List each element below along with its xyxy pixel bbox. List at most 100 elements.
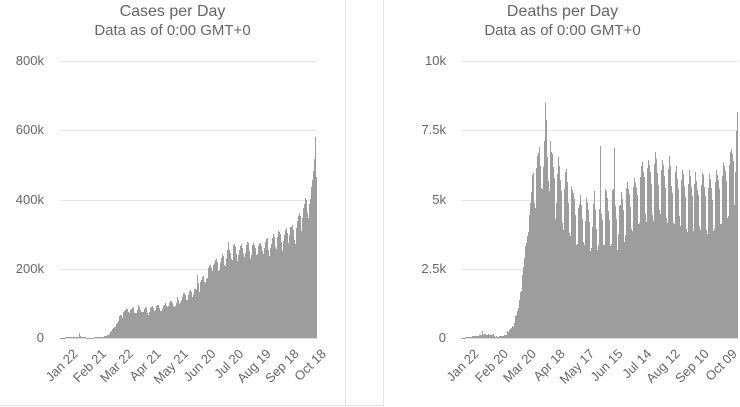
- bar: [96, 337, 98, 338]
- bar: [129, 310, 131, 338]
- bar: [630, 206, 631, 338]
- bar: [247, 242, 248, 338]
- bar: [614, 147, 616, 338]
- bar: [597, 245, 599, 338]
- bar: [620, 205, 621, 338]
- bar: [73, 336, 75, 338]
- cases-plot-area[interactable]: [60, 61, 317, 339]
- bar: [189, 291, 191, 338]
- gridline: [461, 61, 738, 62]
- bar: [674, 171, 676, 338]
- bar: [118, 316, 120, 338]
- bar: [94, 337, 96, 338]
- bar: [168, 305, 169, 338]
- bar: [563, 189, 565, 338]
- bar: [218, 270, 220, 338]
- bar: [631, 229, 632, 338]
- bar: [505, 335, 507, 338]
- bar: [537, 156, 538, 338]
- bar: [708, 188, 710, 338]
- bar: [535, 207, 536, 338]
- bar: [638, 223, 639, 338]
- bar: [681, 169, 683, 338]
- bar: [492, 333, 494, 338]
- bar: [710, 179, 711, 338]
- bar: [700, 230, 702, 338]
- y-axis-tick-label: 600k: [15, 122, 44, 138]
- bar: [480, 335, 482, 338]
- bar: [235, 247, 236, 338]
- bar: [100, 336, 102, 338]
- bar: [689, 175, 691, 338]
- bar: [302, 218, 303, 338]
- gridline: [461, 130, 738, 132]
- gridline: [60, 199, 317, 201]
- bar: [606, 190, 608, 338]
- bar: [282, 250, 283, 338]
- bar: [149, 307, 151, 338]
- bar: [294, 240, 295, 338]
- bar: [99, 337, 101, 338]
- bar: [611, 243, 613, 338]
- bar: [515, 316, 517, 338]
- bar: [190, 290, 191, 338]
- bar: [486, 335, 488, 338]
- bar: [561, 222, 563, 338]
- bar: [550, 141, 551, 338]
- bar: [139, 309, 141, 338]
- bar: [494, 336, 496, 338]
- bar: [706, 229, 708, 338]
- bar: [613, 189, 615, 338]
- bar: [723, 162, 724, 338]
- bar: [66, 337, 68, 338]
- bar: [171, 303, 173, 338]
- bar: [539, 146, 540, 338]
- bar: [578, 204, 580, 338]
- bar: [68, 337, 69, 338]
- bar: [543, 167, 544, 338]
- bar: [178, 299, 180, 338]
- bar: [115, 323, 117, 338]
- cases-chart-panel: Cases per Day Data as of 0:00 GMT+0 0 200…: [0, 0, 346, 405]
- bar: [171, 301, 172, 338]
- bar: [517, 311, 519, 338]
- bar: [314, 159, 315, 338]
- bar: [81, 337, 82, 338]
- bar: [265, 239, 267, 338]
- bar: [721, 223, 722, 338]
- bar: [200, 281, 202, 338]
- bar: [655, 158, 657, 338]
- bar: [238, 250, 240, 338]
- bar: [241, 247, 243, 338]
- bar: [307, 218, 309, 338]
- gridline: [60, 61, 317, 62]
- bar: [167, 307, 169, 338]
- bar: [309, 198, 311, 338]
- bar: [592, 203, 594, 338]
- bar: [141, 312, 143, 338]
- bar: [248, 242, 249, 338]
- bar: [602, 220, 604, 338]
- bar: [513, 327, 515, 338]
- bar: [136, 313, 137, 338]
- bar: [566, 182, 568, 338]
- bar: [576, 243, 578, 338]
- bar: [243, 257, 245, 338]
- bar: [590, 247, 592, 338]
- bar: [736, 130, 737, 338]
- bar: [718, 179, 719, 338]
- bar: [153, 310, 155, 338]
- bar: [234, 243, 236, 338]
- bar: [489, 334, 491, 338]
- bar: [663, 175, 665, 338]
- bar: [98, 337, 100, 338]
- bar: [151, 305, 153, 338]
- bar: [466, 337, 468, 338]
- bar: [134, 313, 135, 338]
- bar: [263, 247, 265, 338]
- bar: [236, 254, 237, 338]
- bar: [149, 312, 150, 338]
- deaths-plot-area[interactable]: [461, 61, 738, 339]
- bar: [179, 304, 180, 338]
- bar: [485, 335, 487, 338]
